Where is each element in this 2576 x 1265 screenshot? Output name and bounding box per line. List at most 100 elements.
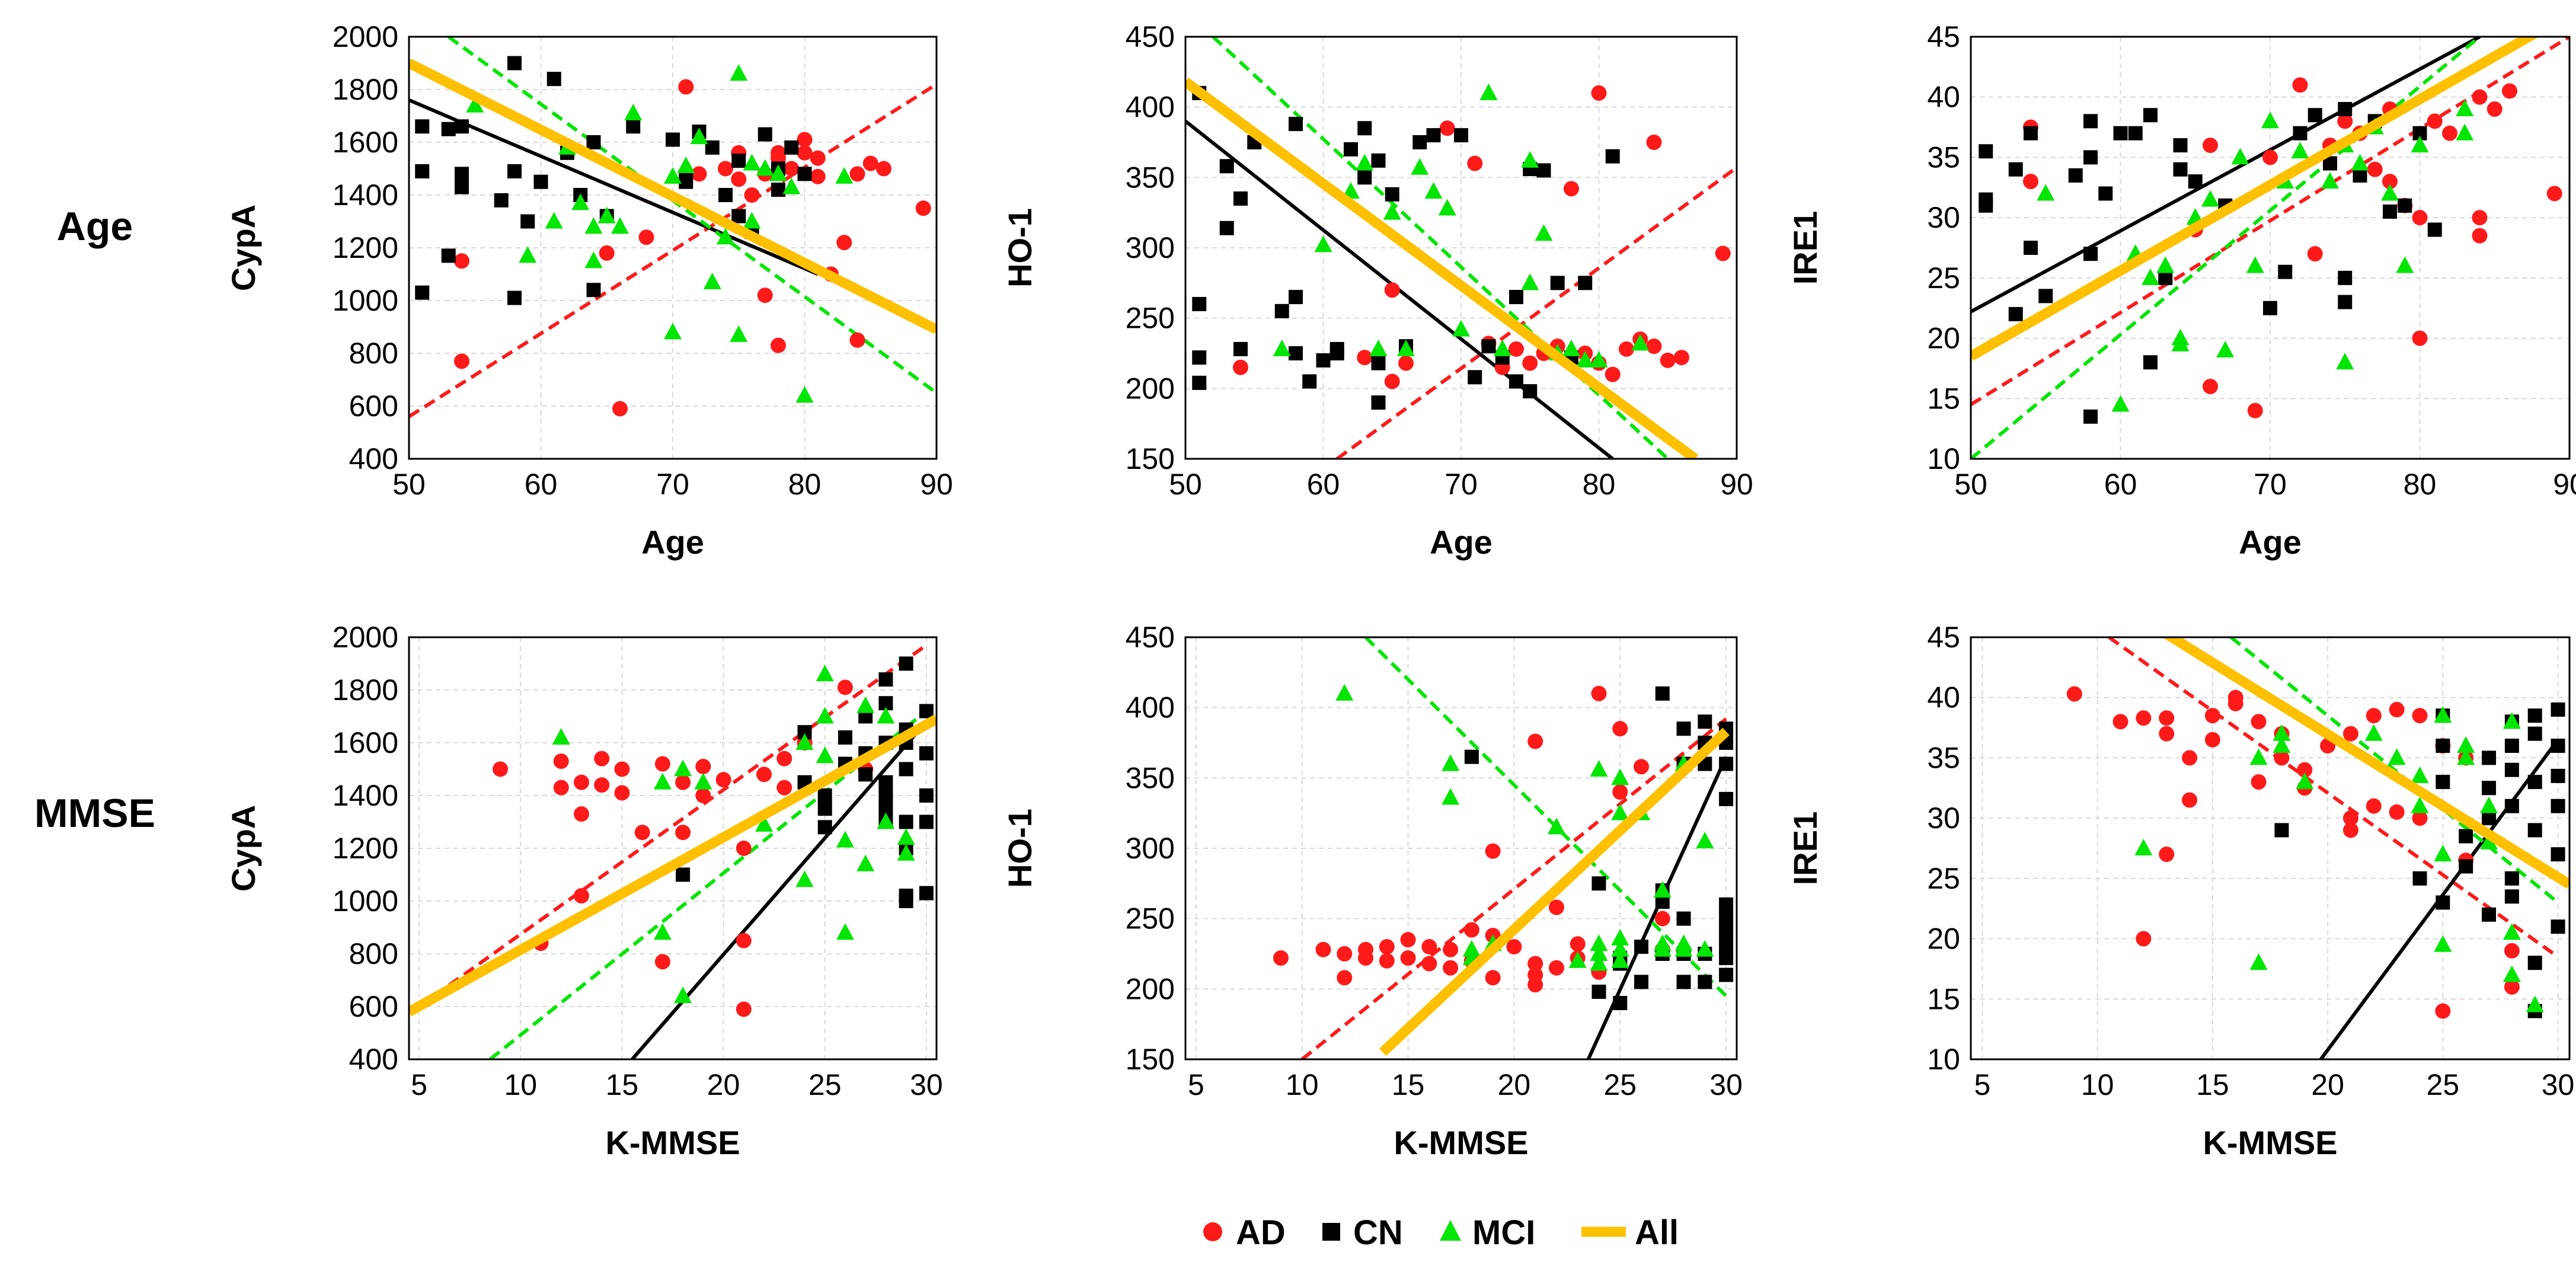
- legend-label: AD: [1236, 1213, 1286, 1252]
- point-cn: [2383, 204, 2397, 219]
- point-ad: [2297, 762, 2313, 778]
- point-cn: [705, 140, 720, 155]
- x-tick-label: 90: [1720, 468, 1753, 501]
- point-mci: [1273, 339, 1291, 356]
- point-ad: [594, 777, 610, 793]
- point-mci: [1314, 235, 1332, 253]
- point-ad: [1358, 950, 1374, 966]
- point-cn: [2551, 702, 2565, 717]
- fit-line-all-layer: [1379, 727, 1730, 1056]
- y-tick-label: 450: [1126, 20, 1175, 53]
- point-cn: [2551, 919, 2565, 934]
- point-cn: [2098, 186, 2113, 201]
- y-tick-label: 250: [1126, 302, 1175, 335]
- y-tick-label: 1600: [333, 726, 398, 759]
- x-tick-label: 80: [788, 468, 822, 501]
- x-tick-label: 50: [392, 468, 426, 501]
- point-cn: [1719, 967, 1734, 982]
- y-tick-label: 1200: [333, 231, 398, 264]
- point-ad: [1398, 355, 1414, 371]
- legend-label: MCI: [1472, 1213, 1535, 1252]
- point-cn: [2504, 889, 2519, 904]
- point-cn: [1719, 756, 1734, 771]
- legend-item-cn: CN: [1322, 1213, 1403, 1252]
- point-cn: [1676, 721, 1691, 736]
- point-cn: [2459, 829, 2473, 844]
- point-ad: [1421, 939, 1437, 955]
- point-mci: [664, 322, 682, 340]
- point-ad: [573, 774, 589, 790]
- legend-item-mci: MCI: [1440, 1213, 1535, 1252]
- y-tick-label: 600: [349, 389, 398, 423]
- x-tick-label: 70: [1444, 468, 1478, 501]
- point-ad: [2435, 1003, 2451, 1019]
- plot-frame: [408, 636, 938, 1060]
- point-cn: [507, 164, 522, 178]
- point-mci: [835, 167, 854, 184]
- point-mci: [1521, 151, 1539, 168]
- y-tick-label: 25: [1927, 862, 1960, 895]
- chart-panel-3: 50 60 70 80 90 10 15 20 25 30 35 40 45 Age IRE1: [1786, 20, 2576, 561]
- point-cn: [1698, 714, 1712, 729]
- y-tick-label: 300: [1126, 832, 1175, 865]
- point-ad: [1421, 956, 1437, 972]
- point-mci: [730, 325, 748, 342]
- point-ad: [614, 785, 630, 801]
- point-ad: [2203, 138, 2218, 154]
- point-cn: [2551, 768, 2565, 783]
- point-mci: [1696, 940, 1714, 957]
- point-ad: [2367, 161, 2383, 177]
- point-ad: [2251, 714, 2267, 730]
- data-points: [1192, 83, 1731, 410]
- fit-line-mci: [1364, 637, 1728, 998]
- point-ad: [454, 353, 469, 369]
- point-cn: [546, 72, 561, 87]
- y-axis-title: HO-1: [1001, 208, 1038, 288]
- point-cn: [1371, 153, 1386, 168]
- point-cn: [1289, 290, 1303, 305]
- fit-line-all: [2162, 637, 2569, 889]
- y-axis-title: IRE1: [1786, 812, 1824, 886]
- x-axis-title: K-MMSE: [2203, 1124, 2337, 1161]
- fit-line-all-layer: [409, 58, 937, 334]
- point-cn: [1719, 951, 1734, 966]
- fit-line-ad: [409, 82, 937, 419]
- point-cn: [2551, 847, 2565, 862]
- point-cn: [2083, 114, 2098, 129]
- point-cn: [1371, 356, 1386, 370]
- y-tick-label: 1000: [333, 284, 398, 317]
- point-mci: [1521, 273, 1539, 290]
- point-mci: [2381, 184, 2399, 201]
- point-mci: [795, 870, 814, 887]
- point-cn: [1468, 370, 1482, 385]
- point-mci: [1356, 154, 1374, 171]
- legend: AD CN MCI All: [1203, 1213, 1679, 1252]
- y-tick-label: 45: [1927, 621, 1960, 654]
- x-tick-label: 5: [1188, 1068, 1204, 1101]
- point-mci: [1611, 951, 1629, 968]
- point-ad: [2204, 708, 2220, 724]
- point-mci: [2503, 965, 2521, 982]
- fit-line-all: [1185, 78, 1699, 459]
- point-ad: [2227, 689, 2243, 705]
- point-mci: [2336, 353, 2354, 370]
- x-tick-label: 20: [1498, 1068, 1531, 1101]
- point-cn: [1274, 304, 1289, 318]
- point-cn: [2338, 295, 2353, 309]
- fit-lines: [1971, 37, 2569, 459]
- point-ad: [1634, 759, 1650, 775]
- point-ad: [1384, 373, 1400, 389]
- point-cn: [771, 183, 785, 197]
- point-ad: [784, 161, 800, 177]
- point-mci: [877, 707, 895, 724]
- point-ad: [1357, 350, 1373, 366]
- point-ad: [2342, 810, 2358, 826]
- point-mci: [2456, 100, 2474, 117]
- y-tick-label: 15: [1927, 982, 1960, 1015]
- point-mci: [877, 812, 895, 829]
- point-cn: [1481, 339, 1496, 354]
- point-cn: [1509, 290, 1523, 305]
- point-ad: [1443, 960, 1459, 976]
- point-cn: [1719, 925, 1734, 940]
- point-ad: [2546, 186, 2562, 202]
